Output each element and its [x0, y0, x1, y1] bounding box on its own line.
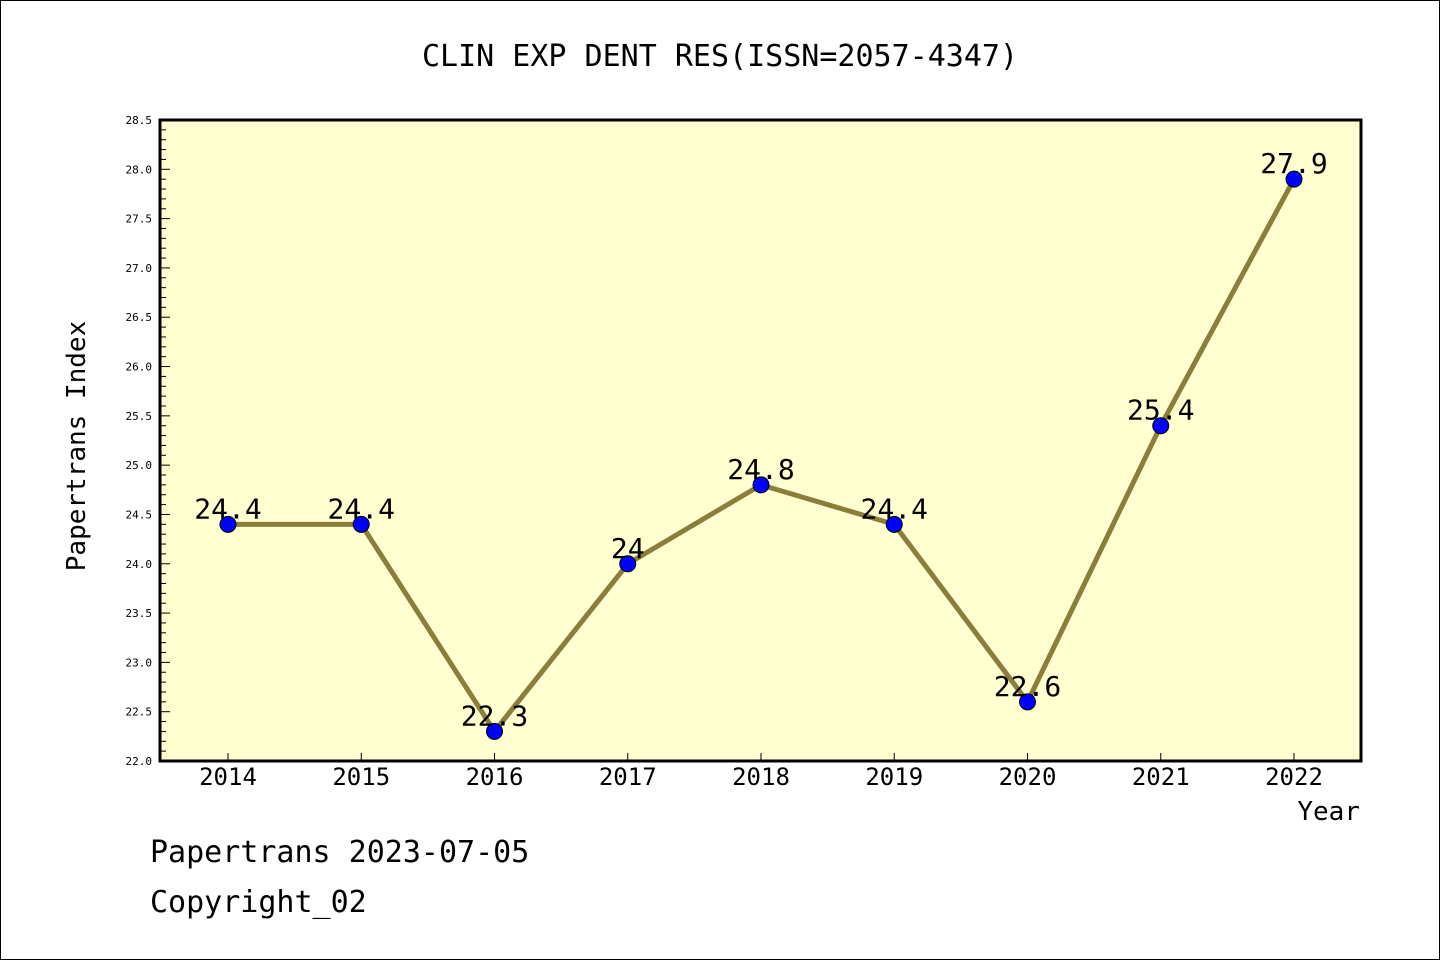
data-labels: 24.4 24.4 22.3 24 24.8 24.4 22.6 25.4 27.9	[194, 147, 1327, 732]
y-tick-label: 23.5	[126, 607, 153, 620]
x-tick-label: 2022	[1265, 763, 1323, 791]
data-point	[352, 515, 370, 533]
data-label: 24	[611, 532, 645, 565]
y-tick-label: 27.0	[126, 262, 153, 275]
y-tick-label: 25.0	[126, 459, 153, 472]
x-tick-label: 2020	[999, 763, 1057, 791]
data-label: 24.4	[861, 492, 928, 525]
data-point	[1019, 693, 1036, 711]
data-point	[885, 515, 903, 533]
data-label: 24.4	[194, 492, 261, 525]
y-axis-label: Papertrans Index	[62, 321, 92, 571]
x-axis-label: Year	[1297, 797, 1360, 827]
x-tick-label: 2021	[1132, 763, 1190, 791]
y-tick-label: 25.5	[126, 410, 153, 423]
data-label: 25.4	[1127, 394, 1194, 427]
x-tick-label: 2016	[466, 763, 524, 791]
data-label: 27.9	[1260, 147, 1327, 180]
x-tick-label: 2015	[332, 763, 390, 791]
x-tick-label: 2017	[599, 763, 657, 791]
y-tick-label: 28.0	[126, 163, 153, 176]
footer-date: Papertrans 2023-07-05	[150, 835, 530, 870]
x-tick-label: 2018	[732, 763, 790, 791]
y-tick-label: 24.0	[126, 558, 153, 571]
x-tick-label: 2014	[199, 763, 257, 791]
y-tick-label: 27.5	[126, 213, 153, 226]
data-label: 24.4	[328, 492, 395, 525]
y-tick-label: 22.5	[126, 706, 153, 719]
data-markers	[219, 170, 1303, 740]
data-label: 22.6	[994, 670, 1061, 703]
y-axis: 22.0 22.5 23.0 23.5 24.0 24.5 25.0 25.5 26.0 26.5…	[126, 114, 170, 768]
data-point	[486, 722, 503, 740]
data-point	[1152, 417, 1170, 435]
y-tick-label: 26.0	[126, 361, 153, 374]
chart-title: CLIN EXP DENT RES(ISSN=2057-4347)	[422, 39, 1018, 74]
footer-copyright: Copyright_02	[150, 885, 367, 920]
data-point	[619, 555, 637, 573]
y-tick-label: 23.0	[126, 656, 153, 669]
data-label: 24.8	[727, 453, 794, 486]
y-tick-label: 22.0	[126, 755, 153, 768]
y-tick-label: 28.5	[126, 114, 153, 127]
plot-area	[158, 118, 1363, 763]
y-tick-label: 26.5	[126, 311, 153, 324]
x-tick-label: 2019	[865, 763, 923, 791]
y-tick-label: 24.5	[126, 508, 153, 521]
data-point	[219, 515, 237, 533]
data-point	[1285, 170, 1303, 188]
data-point	[752, 476, 770, 494]
x-axis: 2014 2015 2016 2017 2018 2019 2020 2021 2022	[199, 753, 1323, 791]
data-label: 22.3	[461, 699, 528, 732]
